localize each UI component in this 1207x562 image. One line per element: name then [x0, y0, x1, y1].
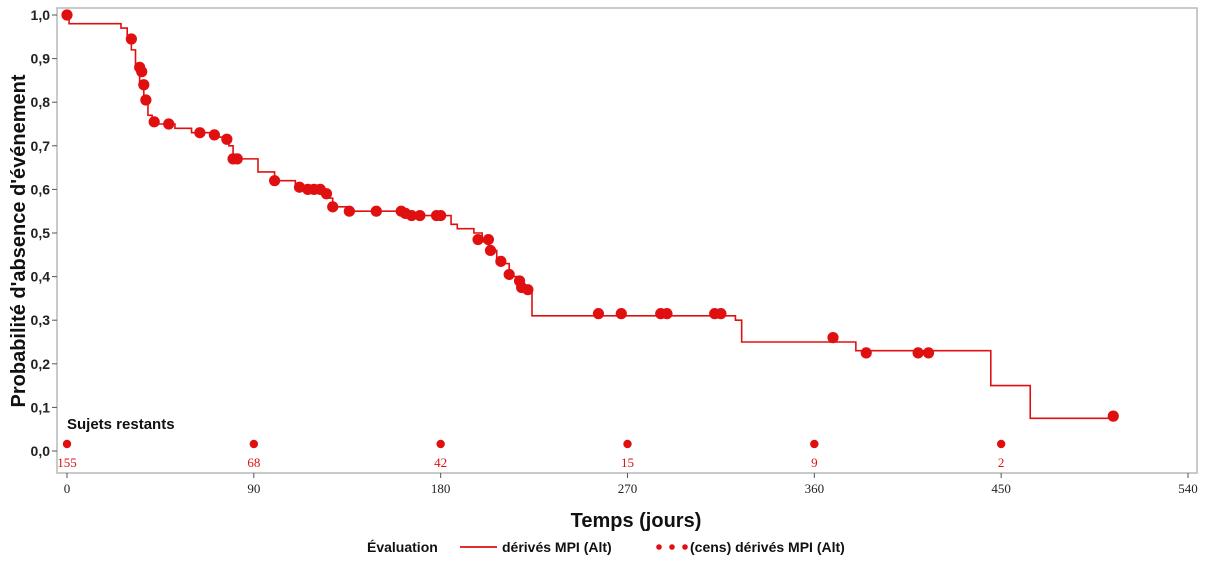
censored-markers: [61, 9, 1119, 422]
y-tick-label: 0,0: [31, 443, 51, 459]
censored-marker: [61, 9, 73, 21]
y-axis-title: Probabilité d'absence d'événement: [8, 74, 30, 407]
x-tick-label: 90: [247, 481, 260, 496]
x-tick-label: 360: [805, 481, 825, 496]
legend-dot: [656, 544, 662, 550]
x-axis-title: Temps (jours): [571, 510, 702, 532]
censored-marker: [522, 284, 534, 296]
at-risk-dot: [249, 439, 259, 449]
censored-marker: [370, 205, 382, 217]
censored-marker: [406, 209, 418, 222]
censored-marker: [827, 332, 839, 344]
censored-marker: [503, 268, 515, 281]
y-tick-label: 0,3: [31, 312, 51, 328]
censored-marker: [482, 233, 495, 246]
at-risk-dot: [623, 439, 632, 449]
censored-marker: [327, 201, 339, 213]
legend-title: Évaluation: [367, 539, 438, 555]
legend-dot: [682, 544, 688, 550]
censored-marker: [125, 33, 137, 45]
x-axis-ticks: 0 90 180 270 360 450 540: [64, 473, 1198, 496]
x-tick-label: 450: [991, 481, 1011, 496]
y-tick-label: 0,4: [31, 269, 51, 285]
censored-marker: [231, 153, 243, 165]
at-risk-row: 155 68 42 15 9 2: [57, 439, 1006, 470]
censored-marker: [268, 175, 281, 187]
x-tick-label: 270: [618, 481, 638, 496]
y-tick-label: 0,1: [31, 399, 51, 415]
censored-marker: [136, 66, 148, 78]
censored-marker: [860, 347, 872, 359]
censored-marker: [194, 127, 206, 139]
at-risk-dot: [62, 439, 72, 449]
at-risk-dot: [810, 439, 819, 449]
censored-marker: [343, 205, 355, 217]
censored-marker: [922, 347, 935, 359]
legend: Évaluation dérivés MPI (Alt) (cens) déri…: [367, 539, 845, 555]
censored-marker: [484, 244, 497, 257]
at-risk-count: 15: [621, 455, 634, 470]
x-tick-label: 540: [1178, 481, 1198, 496]
y-axis-ticks: 0,0 0,1 0,2 0,3 0,4 0,5 0,6 0,7 0,8 0,9 1,0: [31, 7, 57, 459]
y-tick-label: 0,2: [31, 356, 51, 372]
censored-marker: [208, 129, 220, 141]
censored-marker: [715, 308, 727, 320]
y-tick-label: 1,0: [31, 7, 51, 23]
at-risk-count: 42: [434, 455, 447, 470]
censored-marker: [912, 347, 924, 359]
y-tick-label: 0,8: [31, 94, 51, 110]
at-risk-count: 9: [811, 455, 818, 470]
censored-marker: [414, 209, 426, 222]
censored-marker: [435, 209, 447, 222]
censored-marker: [472, 233, 484, 246]
at-risk-count: 68: [247, 455, 260, 470]
censored-marker: [615, 308, 627, 320]
plot-frame: [56, 7, 1198, 474]
censored-marker: [592, 308, 605, 320]
x-tick-label: 180: [431, 481, 451, 496]
at-risk-dot: [996, 439, 1006, 449]
censored-marker: [140, 94, 152, 106]
y-tick-label: 0,5: [31, 225, 51, 241]
at-risk-title: Sujets restants: [67, 416, 175, 433]
legend-marker-label: (cens) dérivés MPI (Alt): [690, 539, 845, 555]
legend-line-label: dérivés MPI (Alt): [502, 539, 612, 555]
legend-marker-swatch: [656, 544, 688, 550]
censored-marker: [1107, 410, 1119, 422]
y-tick-label: 0,7: [31, 138, 51, 154]
at-risk-count: 155: [57, 455, 77, 470]
censored-marker: [163, 118, 175, 130]
censored-marker: [320, 188, 333, 200]
y-tick-label: 0,6: [31, 181, 51, 197]
censored-marker: [221, 133, 233, 145]
km-survival-curve: [67, 14, 1114, 420]
x-tick-label: 0: [64, 481, 71, 496]
at-risk-dot: [436, 439, 445, 449]
censored-marker: [495, 255, 507, 267]
legend-dot: [669, 544, 675, 550]
y-tick-label: 0,9: [31, 51, 51, 67]
censored-marker: [138, 79, 150, 91]
censored-marker: [148, 116, 160, 128]
censored-marker: [661, 308, 673, 320]
at-risk-count: 2: [998, 455, 1005, 470]
